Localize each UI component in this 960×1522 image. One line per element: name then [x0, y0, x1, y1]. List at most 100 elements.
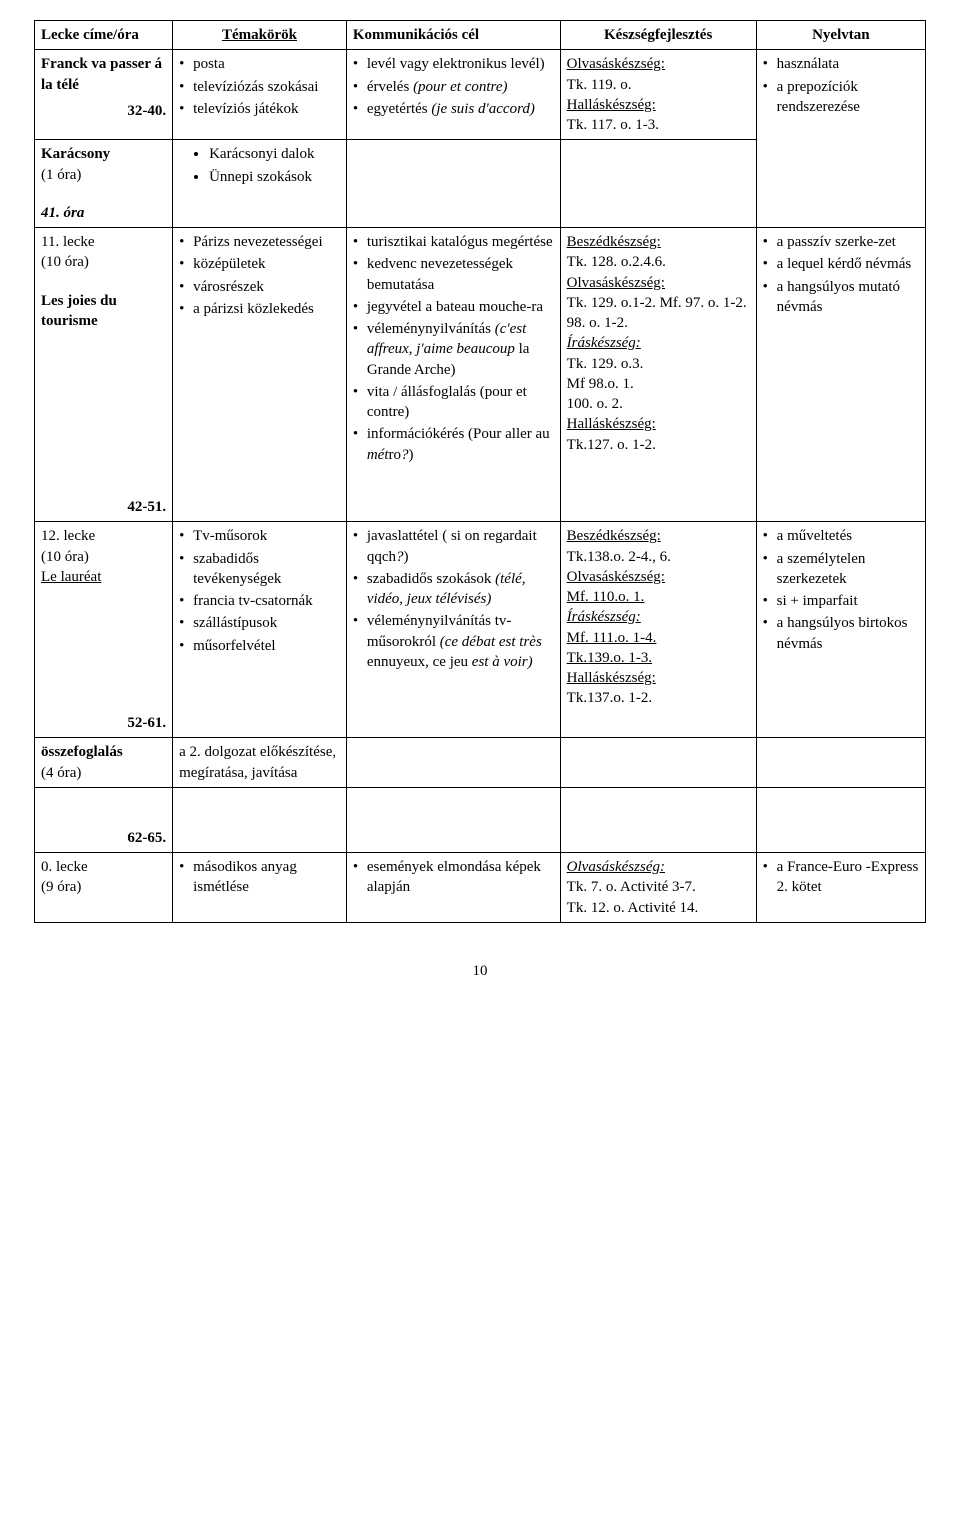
r3-c3-i2: jegyvétel a bateau mouche-ra [353, 297, 554, 317]
r7-t1b: (9 óra) [41, 877, 166, 897]
r5-c3 [346, 738, 560, 788]
r7-c5-i0: a France-Euro -Express 2. kötet [763, 857, 919, 898]
r3-c4-lab3: Íráskészség: [567, 335, 641, 351]
r3-c2-i1: középületek [179, 254, 340, 274]
r3-t1b: (10 óra) [41, 252, 166, 272]
row-lecke12: 12. lecke (10 óra) Le lauréat 52-61. Tv-… [35, 522, 926, 738]
r3-c2-i3: a párizsi közlekedés [179, 299, 340, 319]
header-row: Lecke címe/óra Témakörök Kommunikációs c… [35, 21, 926, 50]
r3-c3-i4: vita / állásfoglalás (pour et contre) [353, 382, 554, 423]
r5-c5 [756, 738, 925, 788]
header-col5: Nyelvtan [756, 21, 925, 50]
r3-c5: a passzív szerke-zet a lequel kérdő névm… [756, 228, 925, 522]
row-lecke0: 0. lecke (9 óra) másodikos anyag ismétlé… [35, 853, 926, 923]
r6-c4 [560, 787, 756, 852]
r3-c5-i0: a passzív szerke-zet [763, 232, 919, 252]
r5-c1: összefoglalás (4 óra) [35, 738, 173, 788]
r4-c4-lab4: Halláskészség: [567, 670, 656, 686]
r3-c3: turisztikai katalógus megértése kedvenc … [346, 228, 560, 522]
r4-c4: Beszédkészség: Tk.138.o. 2-4., 6. Olvasá… [560, 522, 756, 738]
r4-c4-lab1: Beszédkészség: [567, 528, 661, 544]
r7-c4-lab1: Olvasáskészség: [567, 859, 665, 875]
r4-c4-t3b: Tk.139.o. 1-3. [567, 648, 750, 668]
r3-c2-i0: Párizs nevezetességei [179, 232, 340, 252]
r4-c4-t2: Mf. 110.o. 1. [567, 587, 750, 607]
r3-t1: 11. lecke [41, 232, 166, 252]
r3-t2: Les joies du tourisme [41, 291, 166, 332]
r4-c4-lab2: Olvasáskészség: [567, 569, 665, 585]
r4-c5: a műveltetés a személytelen szerkezetek … [756, 522, 925, 738]
r3-c5-i2: a hangsúlyos mutató névmás [763, 277, 919, 318]
r7-c4: Olvasáskészség: Tk. 7. o. Activité 3-7. … [560, 853, 756, 923]
r1-c4-t2: Tk. 117. o. 1-3. [567, 115, 750, 135]
curriculum-table: Lecke címe/óra Témakörök Kommunikációs c… [34, 20, 926, 923]
r4-c2: Tv-műsorok szabadidős tevékenységek fran… [173, 522, 347, 738]
header-col4: Készségfejlesztés [560, 21, 756, 50]
r1-c4: Olvasáskészség: Tk. 119. o. Halláskészsé… [560, 50, 756, 140]
r4-c4-lab3: Íráskészség: [567, 609, 641, 625]
row-lecke11: 11. lecke (10 óra) Les joies du tourisme… [35, 228, 926, 522]
r7-t1: 0. lecke [41, 857, 166, 877]
r3-num: 42-51. [41, 497, 166, 517]
r3-c4-t3: Tk. 129. o.3. [567, 354, 750, 374]
row-num62: 62-65. [35, 787, 926, 852]
r2-t2: 41. óra [41, 203, 166, 223]
r1-c2-i0: posta [179, 54, 340, 74]
r4-c4-t3a: Mf. 111.o. 1-4. [567, 628, 750, 648]
r7-c2: másodikos anyag ismétlése [173, 853, 347, 923]
r1-c4-lab2: Halláskészség: [567, 97, 656, 113]
r1-c3-i2: egyetértés (je suis d'accord) [353, 99, 554, 119]
r7-c4-t2: Tk. 12. o. Activité 14. [567, 898, 750, 918]
r3-c1: 11. lecke (10 óra) Les joies du tourisme… [35, 228, 173, 522]
r2-c2-i1: Ünnepi szokások [209, 167, 340, 187]
r3-c4-t4: Tk.127. o. 1-2. [567, 435, 750, 455]
r5-t1: összefoglalás [41, 742, 166, 762]
r2-c3 [346, 140, 560, 228]
r4-c2-i1: szabadidős tevékenységek [179, 549, 340, 590]
r3-c4-t2b: 98. o. 1-2. [567, 313, 750, 333]
r4-num: 52-61. [41, 713, 166, 733]
r7-c1: 0. lecke (9 óra) [35, 853, 173, 923]
r4-t1: 12. lecke [41, 526, 166, 546]
r1-c5-i1: a prepozíciók rendszerezése [763, 77, 919, 118]
r4-c2-i0: Tv-műsorok [179, 526, 340, 546]
r3-c3-i5: információkérés (Pour aller au métro?) [353, 424, 554, 465]
r6-num: 62-65. [41, 828, 166, 848]
r4-c3-i1: szabadidős szokások (télé, vidéo, jeux t… [353, 569, 554, 610]
r3-c4-lab1: Beszédkészség: [567, 234, 661, 250]
r4-t2: Le lauréat [41, 567, 166, 587]
r1-c2-i2: televíziós játékok [179, 99, 340, 119]
r3-c4-lab4: Halláskészség: [567, 416, 656, 432]
r4-c3: javaslattétel ( si on regardait qqch?) s… [346, 522, 560, 738]
r3-c3-i3: véleménynyilvánítás (c'est affreux, j'ai… [353, 319, 554, 380]
r4-c2-i3: szállástípusok [179, 613, 340, 633]
header-col1: Lecke címe/óra [35, 21, 173, 50]
r2-c2-i0: Karácsonyi dalok [209, 144, 340, 164]
r5-c4 [560, 738, 756, 788]
r1-c2-i1: televíziózás szokásai [179, 77, 340, 97]
r4-c5-i0: a műveltetés [763, 526, 919, 546]
r2-c2: Karácsonyi dalok Ünnepi szokások [173, 140, 347, 228]
r2-t1: Karácsony [41, 146, 110, 162]
r3-c4-t2: Tk. 129. o.1-2. Mf. 97. o. 1-2. [567, 293, 750, 313]
r3-c3-i0: turisztikai katalógus megértése [353, 232, 554, 252]
r6-c2 [173, 787, 347, 852]
r2-t1b: (1 óra) [41, 165, 166, 185]
r1-c1: Franck va passer á la télé 32-40. [35, 50, 173, 140]
r4-c3-i0: javaslattétel ( si on regardait qqch?) [353, 526, 554, 567]
r3-c4-lab2: Olvasáskészség: [567, 275, 665, 291]
r7-c4-t1: Tk. 7. o. Activité 3-7. [567, 877, 750, 897]
page: Lecke címe/óra Témakörök Kommunikációs c… [34, 20, 926, 980]
r7-c2-i0: másodikos anyag ismétlése [179, 857, 340, 898]
r4-t1b: (10 óra) [41, 547, 166, 567]
r4-c5-i2: si + imparfait [763, 591, 919, 611]
r3-c2-i2: városrészek [179, 277, 340, 297]
r4-c3-i2: véleménynyilvánítás tv-műsorokról (ce dé… [353, 611, 554, 672]
page-number: 10 [34, 963, 926, 980]
r6-c1: 62-65. [35, 787, 173, 852]
r3-c4: Beszédkészség: Tk. 128. o.2.4.6. Olvasás… [560, 228, 756, 522]
header-col2: Témakörök [173, 21, 347, 50]
r3-c4-t3b: Mf 98.o. 1. [567, 374, 750, 394]
r7-c5: a France-Euro -Express 2. kötet [756, 853, 925, 923]
r1-title: Franck va passer á la télé [41, 54, 166, 95]
